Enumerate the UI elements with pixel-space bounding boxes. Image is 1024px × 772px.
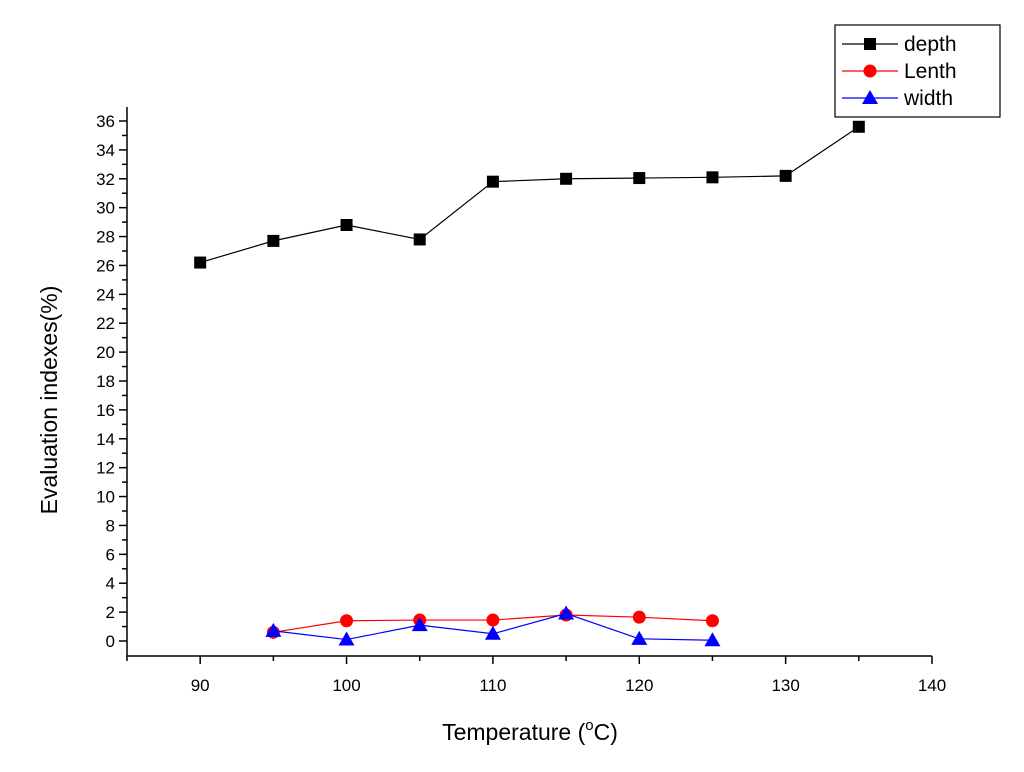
y-tick-label: 26 bbox=[96, 256, 115, 275]
y-tick-label: 16 bbox=[96, 401, 115, 420]
y-axis-title: Evaluation indexes(%) bbox=[36, 286, 62, 515]
x-tick-label: 140 bbox=[918, 676, 946, 695]
series-line-depth bbox=[200, 126, 860, 264]
data-point-width bbox=[411, 617, 428, 632]
data-point-depth bbox=[413, 233, 426, 246]
legend-item-width: width bbox=[842, 87, 953, 110]
x-axis-title: Temperature (oC) bbox=[442, 717, 618, 745]
legend-label: width bbox=[903, 87, 953, 110]
y-tick-label: 28 bbox=[96, 228, 115, 247]
data-point-lenth bbox=[632, 610, 646, 624]
legend-label: depth bbox=[904, 33, 957, 56]
data-point-depth bbox=[779, 169, 792, 182]
data-point-lenth bbox=[705, 614, 719, 628]
x-tick-label: 130 bbox=[771, 676, 799, 695]
data-point-depth bbox=[633, 172, 646, 185]
y-tick-label: 24 bbox=[96, 285, 115, 304]
legend-items: depth Lenth width bbox=[842, 33, 957, 110]
data-point-depth bbox=[267, 234, 280, 247]
y-tick-label: 22 bbox=[96, 314, 115, 333]
y-tick-label: 4 bbox=[106, 574, 115, 593]
legend: depth Lenth width bbox=[834, 24, 1001, 118]
data-point-depth bbox=[706, 171, 719, 184]
legend-item-depth: depth bbox=[842, 33, 957, 56]
y-tick-label: 2 bbox=[106, 603, 115, 622]
data-point-width bbox=[631, 630, 648, 645]
data-point-width bbox=[558, 605, 575, 620]
y-tick-label: 30 bbox=[96, 199, 115, 218]
axes: 90 100 110 120 130 140 0246810121416182022242… bbox=[96, 107, 946, 695]
y-tick-label: 8 bbox=[106, 516, 115, 535]
data-point-depth bbox=[560, 172, 573, 185]
data-point-width bbox=[265, 622, 282, 637]
legend-marker bbox=[863, 64, 877, 78]
y-tick-label: 10 bbox=[96, 488, 115, 507]
data-point-depth bbox=[852, 120, 865, 133]
legend-item-lenth: Lenth bbox=[842, 60, 957, 83]
x-tick-label: 120 bbox=[625, 676, 653, 695]
y-tick-label: 6 bbox=[106, 545, 115, 564]
y-tick-label: 32 bbox=[96, 170, 115, 189]
series-layer bbox=[194, 120, 865, 647]
data-point-depth bbox=[194, 256, 207, 269]
y-tick-label: 36 bbox=[96, 112, 115, 131]
y-tick-label: 20 bbox=[96, 343, 115, 362]
data-point-depth bbox=[486, 175, 499, 188]
y-tick-label: 14 bbox=[96, 430, 115, 449]
series-width bbox=[265, 605, 721, 647]
y-tick-label: 34 bbox=[96, 141, 115, 160]
y-tick-label: 18 bbox=[96, 372, 115, 391]
series-depth bbox=[194, 120, 865, 269]
data-point-lenth bbox=[486, 613, 500, 627]
x-tick-label: 100 bbox=[332, 676, 360, 695]
x-tick-label: 90 bbox=[191, 676, 210, 695]
x-tick-label: 110 bbox=[479, 676, 506, 695]
data-point-lenth bbox=[340, 614, 354, 628]
x-axis-ticks: 90 100 110 120 130 140 bbox=[126, 656, 946, 695]
legend-marker bbox=[864, 38, 876, 50]
data-point-width bbox=[338, 631, 355, 646]
data-point-width bbox=[484, 625, 501, 640]
legend-label: Lenth bbox=[904, 60, 957, 83]
y-tick-label: 12 bbox=[96, 459, 115, 478]
legend-marker bbox=[862, 90, 878, 104]
y-tick-label: 0 bbox=[106, 632, 115, 651]
data-point-width bbox=[704, 632, 721, 647]
data-point-depth bbox=[340, 219, 353, 231]
